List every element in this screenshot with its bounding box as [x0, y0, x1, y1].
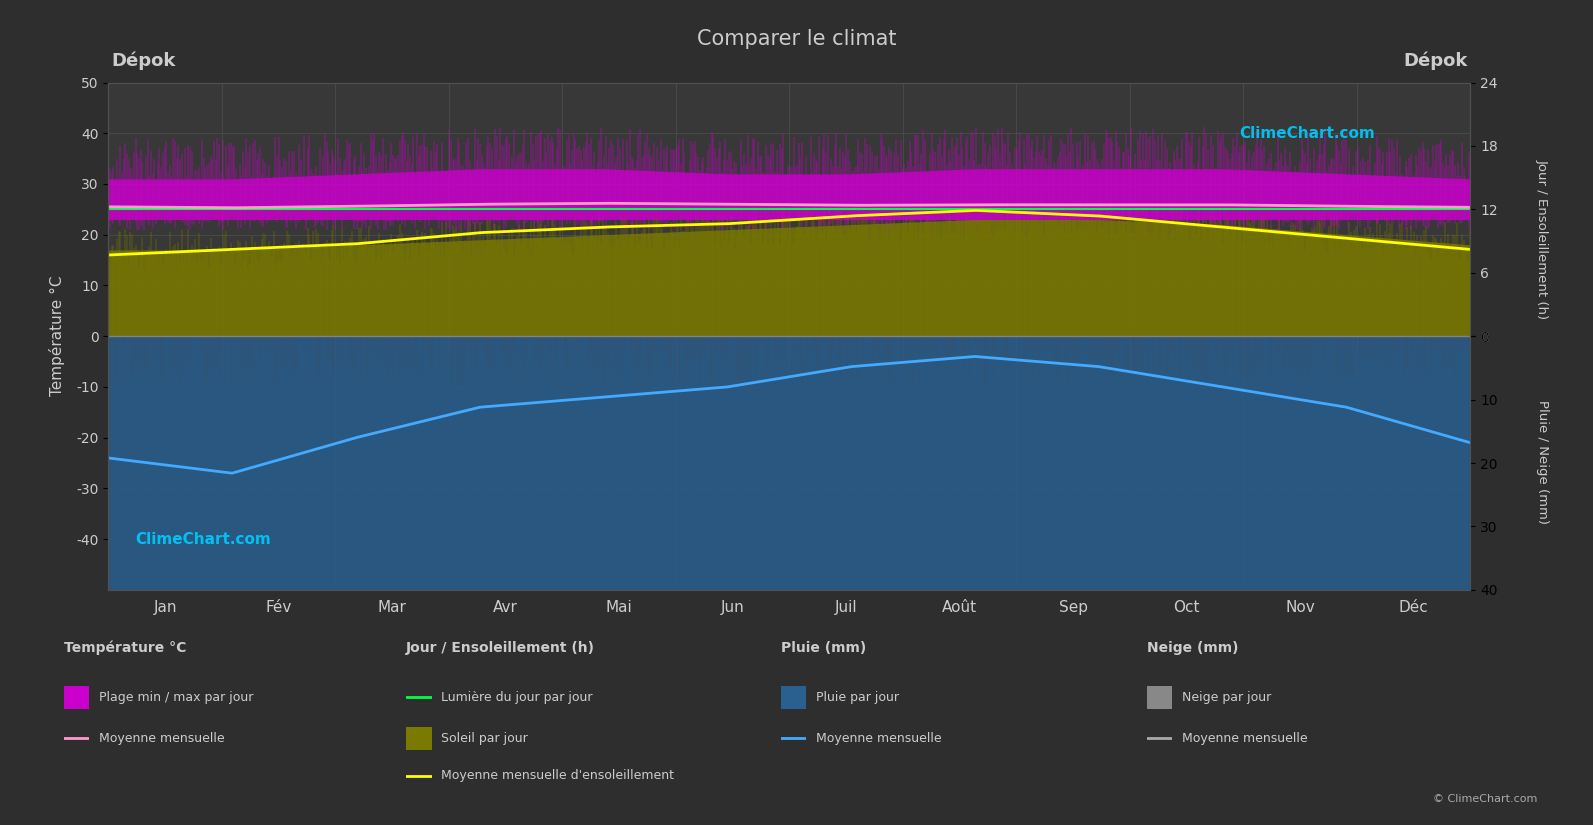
Text: © ClimeChart.com: © ClimeChart.com: [1432, 794, 1537, 804]
Y-axis label: Température °C: Température °C: [49, 276, 65, 397]
Text: Pluie par jour: Pluie par jour: [816, 691, 898, 704]
Text: Neige (mm): Neige (mm): [1147, 641, 1238, 654]
Text: Plage min / max par jour: Plage min / max par jour: [99, 691, 253, 704]
Text: Moyenne mensuelle: Moyenne mensuelle: [99, 732, 225, 745]
Text: Moyenne mensuelle d'ensoleillement: Moyenne mensuelle d'ensoleillement: [441, 769, 674, 782]
Text: Jour / Ensoleillement (h): Jour / Ensoleillement (h): [406, 641, 596, 654]
Text: Moyenne mensuelle: Moyenne mensuelle: [1182, 732, 1308, 745]
Text: Comparer le climat: Comparer le climat: [696, 29, 897, 49]
Text: ClimeChart.com: ClimeChart.com: [135, 531, 271, 547]
Text: Lumière du jour par jour: Lumière du jour par jour: [441, 691, 593, 704]
Text: ClimeChart.com: ClimeChart.com: [1239, 125, 1375, 141]
Text: Neige par jour: Neige par jour: [1182, 691, 1271, 704]
Text: Dépok: Dépok: [1403, 51, 1467, 70]
Text: Soleil par jour: Soleil par jour: [441, 732, 527, 745]
Text: Jour / Ensoleillement (h): Jour / Ensoleillement (h): [1536, 159, 1548, 319]
Text: Pluie / Neige (mm): Pluie / Neige (mm): [1536, 400, 1548, 524]
Text: Température °C: Température °C: [64, 640, 186, 655]
Text: Pluie (mm): Pluie (mm): [781, 641, 867, 654]
Text: Dépok: Dépok: [112, 51, 175, 70]
Text: Moyenne mensuelle: Moyenne mensuelle: [816, 732, 941, 745]
